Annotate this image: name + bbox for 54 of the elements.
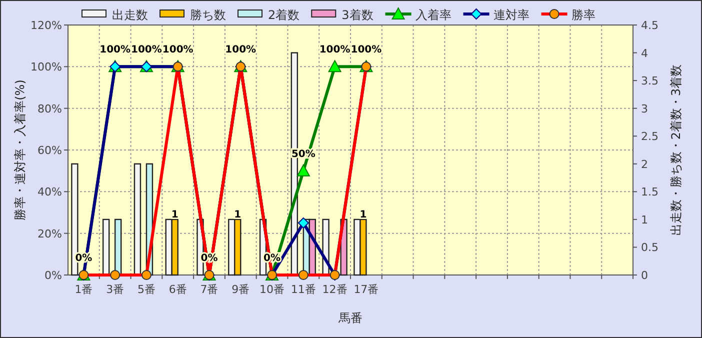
legend-勝率: 勝率: [541, 8, 596, 22]
y-tick-label: 80%: [38, 102, 62, 116]
data-label: 100%: [350, 44, 382, 56]
x-tick-label: 9番: [232, 283, 250, 296]
legend-連対率: 連対率: [463, 8, 530, 22]
y-tick-label: 120%: [30, 19, 62, 32]
y2-tick-label: 0: [641, 269, 648, 282]
legend-出走数: 出走数: [82, 8, 148, 22]
point: [296, 164, 310, 176]
legend-入着率: 入着率: [385, 6, 452, 22]
x-tick-label: 12番: [322, 283, 348, 296]
legend-label: 連対率: [493, 8, 530, 22]
x-tick-label: 17番: [354, 283, 379, 296]
legend-label: 入着率: [415, 8, 452, 22]
x-axis-title: 馬番: [338, 311, 362, 325]
data-label: 100%: [225, 44, 256, 56]
data-label: 100%: [100, 44, 131, 56]
x-tick-label: 3番: [106, 283, 124, 296]
point: [298, 217, 309, 228]
y-tick-label: 20%: [38, 227, 62, 240]
legend-label: 2着数: [268, 8, 300, 22]
y-tick-label: 60%: [38, 144, 62, 157]
x-tick-label: 1番: [74, 283, 93, 296]
legend-label: 勝率: [571, 8, 596, 22]
x-tick-label: 5番: [137, 283, 156, 296]
x-tick-label: 10番: [260, 283, 285, 296]
data-label: 100%: [131, 44, 162, 56]
y2-axis-title: 出走数・勝ち数・2着数・3着数: [669, 64, 683, 236]
x-tick-label: 6番: [168, 283, 187, 296]
y2-tick-label: 2: [641, 158, 648, 171]
y2-tick-label: 3.5: [641, 74, 658, 88]
data-label: 1: [360, 209, 367, 220]
y2-tick-label: 2.5: [641, 130, 658, 144]
x-tick-label: 11番: [290, 283, 316, 296]
y-tick-label: 100%: [30, 60, 62, 74]
legend-label: 3着数: [342, 8, 374, 22]
y-tick-label: 0%: [44, 269, 62, 282]
data-label: 100%: [162, 44, 194, 56]
legend-label: 勝ち数: [190, 8, 226, 22]
y-tick-label: 40%: [38, 186, 62, 199]
y-axis-title: 勝率・連対率・入着率(%): [13, 80, 27, 220]
y2-tick-label: 4: [641, 46, 648, 60]
legend-勝ち数: 勝ち数: [160, 8, 226, 22]
legend-label: 出走数: [112, 8, 148, 22]
y2-tick-label: 1: [641, 213, 648, 226]
x-tick-label: 7番: [200, 283, 218, 296]
point: [328, 60, 342, 72]
data-label: 1: [234, 209, 242, 220]
y2-tick-label: 4.5: [641, 19, 658, 32]
y2-tick-label: 1.5: [641, 186, 658, 199]
data-label: 1: [171, 209, 178, 220]
y2-tick-label: 3: [641, 102, 648, 116]
data-label: 100%: [319, 44, 350, 56]
y2-tick-label: 0.5: [641, 241, 658, 254]
